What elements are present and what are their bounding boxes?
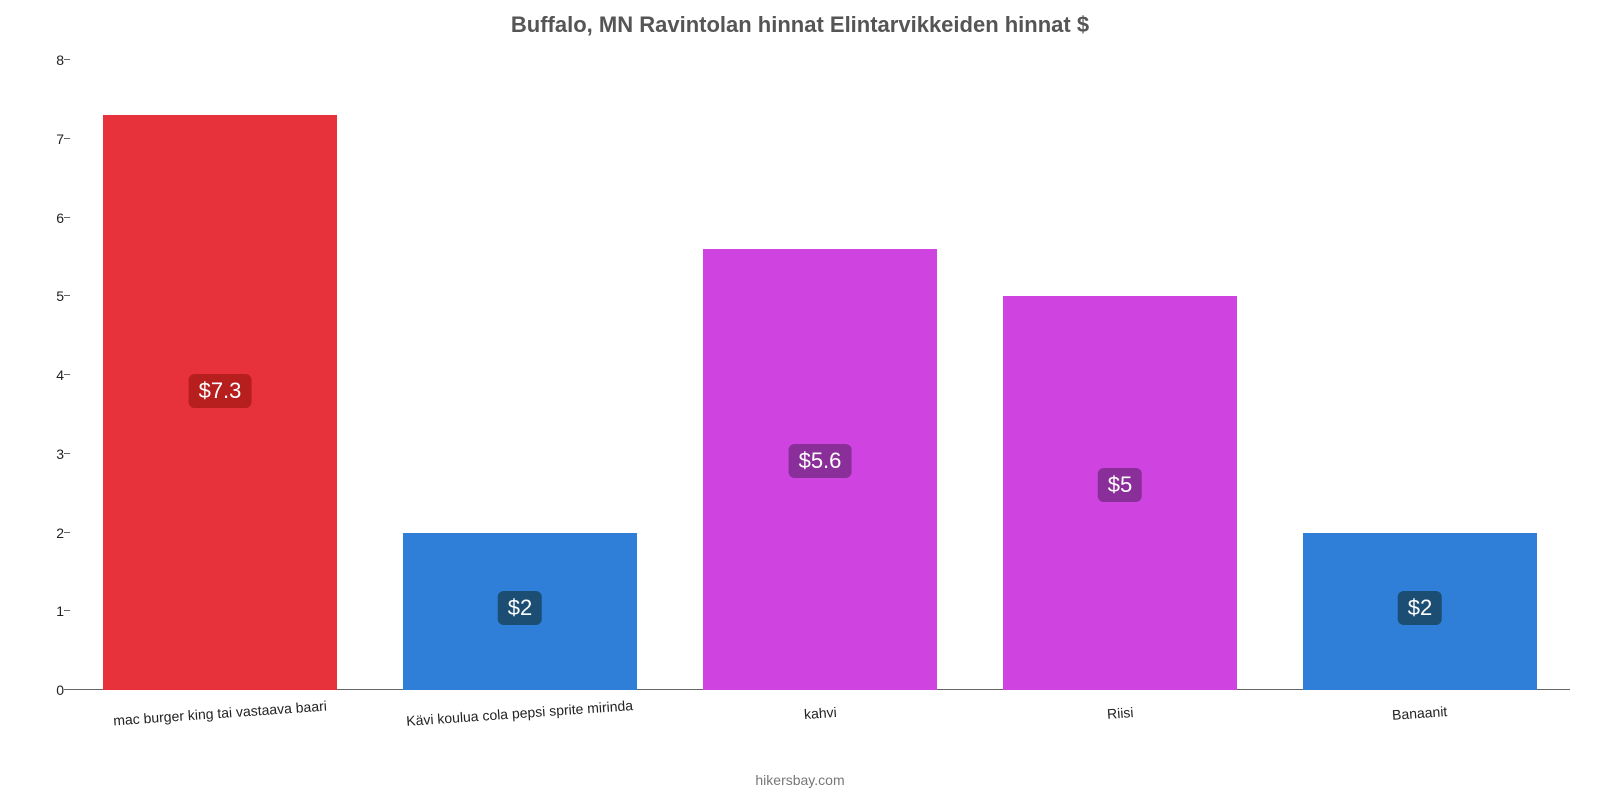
y-tick-label: 4 [30, 367, 64, 383]
y-tick-label: 5 [30, 288, 64, 304]
bar-slot: $7.3 [70, 60, 370, 690]
y-tick-label: 0 [30, 682, 64, 698]
y-tick-mark [64, 374, 70, 375]
y-tick-label: 8 [30, 52, 64, 68]
y-tick-mark [64, 453, 70, 454]
y-tick-mark [64, 138, 70, 139]
x-labels: mac burger king tai vastaava baariKävi k… [70, 700, 1570, 750]
attribution: hikersbay.com [0, 772, 1600, 788]
x-tick-label: Riisi [970, 700, 1270, 750]
bar-slot: $5 [970, 60, 1270, 690]
price-bar-chart: Buffalo, MN Ravintolan hinnat Elintarvik… [0, 0, 1600, 800]
bars-container: $7.3 $2 $5.6 $5 $2 [70, 60, 1570, 690]
y-tick-mark [64, 689, 70, 690]
x-tick-label: Banaanit [1270, 700, 1570, 750]
value-label: $7.3 [189, 374, 252, 408]
bar: $2 [403, 533, 637, 691]
value-label: $2 [498, 591, 542, 625]
x-tick-label: kahvi [670, 700, 970, 750]
bar-slot: $2 [1270, 60, 1570, 690]
bar-slot: $2 [370, 60, 670, 690]
bar: $5.6 [703, 249, 937, 690]
chart-title: Buffalo, MN Ravintolan hinnat Elintarvik… [0, 12, 1600, 38]
plot-area: $7.3$2$5.6$5$2 012345678 [70, 60, 1570, 690]
y-tick-mark [64, 295, 70, 296]
bar-slot: $5.6 [670, 60, 970, 690]
y-tick-label: 3 [30, 446, 64, 462]
y-tick-mark [64, 59, 70, 60]
y-tick-mark [64, 610, 70, 611]
bar: $7.3 [103, 115, 337, 690]
x-tick-label: Kävi koulua cola pepsi sprite mirinda [370, 700, 670, 750]
y-tick-mark [64, 217, 70, 218]
value-label: $5.6 [789, 444, 852, 478]
y-tick-label: 2 [30, 525, 64, 541]
value-label: $5 [1098, 468, 1142, 502]
x-tick-label: mac burger king tai vastaava baari [70, 700, 370, 750]
bar: $2 [1303, 533, 1537, 691]
y-tick-label: 7 [30, 131, 64, 147]
y-tick-label: 6 [30, 210, 64, 226]
value-label: $2 [1398, 591, 1442, 625]
bar: $5 [1003, 296, 1237, 690]
y-tick-label: 1 [30, 603, 64, 619]
y-tick-mark [64, 532, 70, 533]
